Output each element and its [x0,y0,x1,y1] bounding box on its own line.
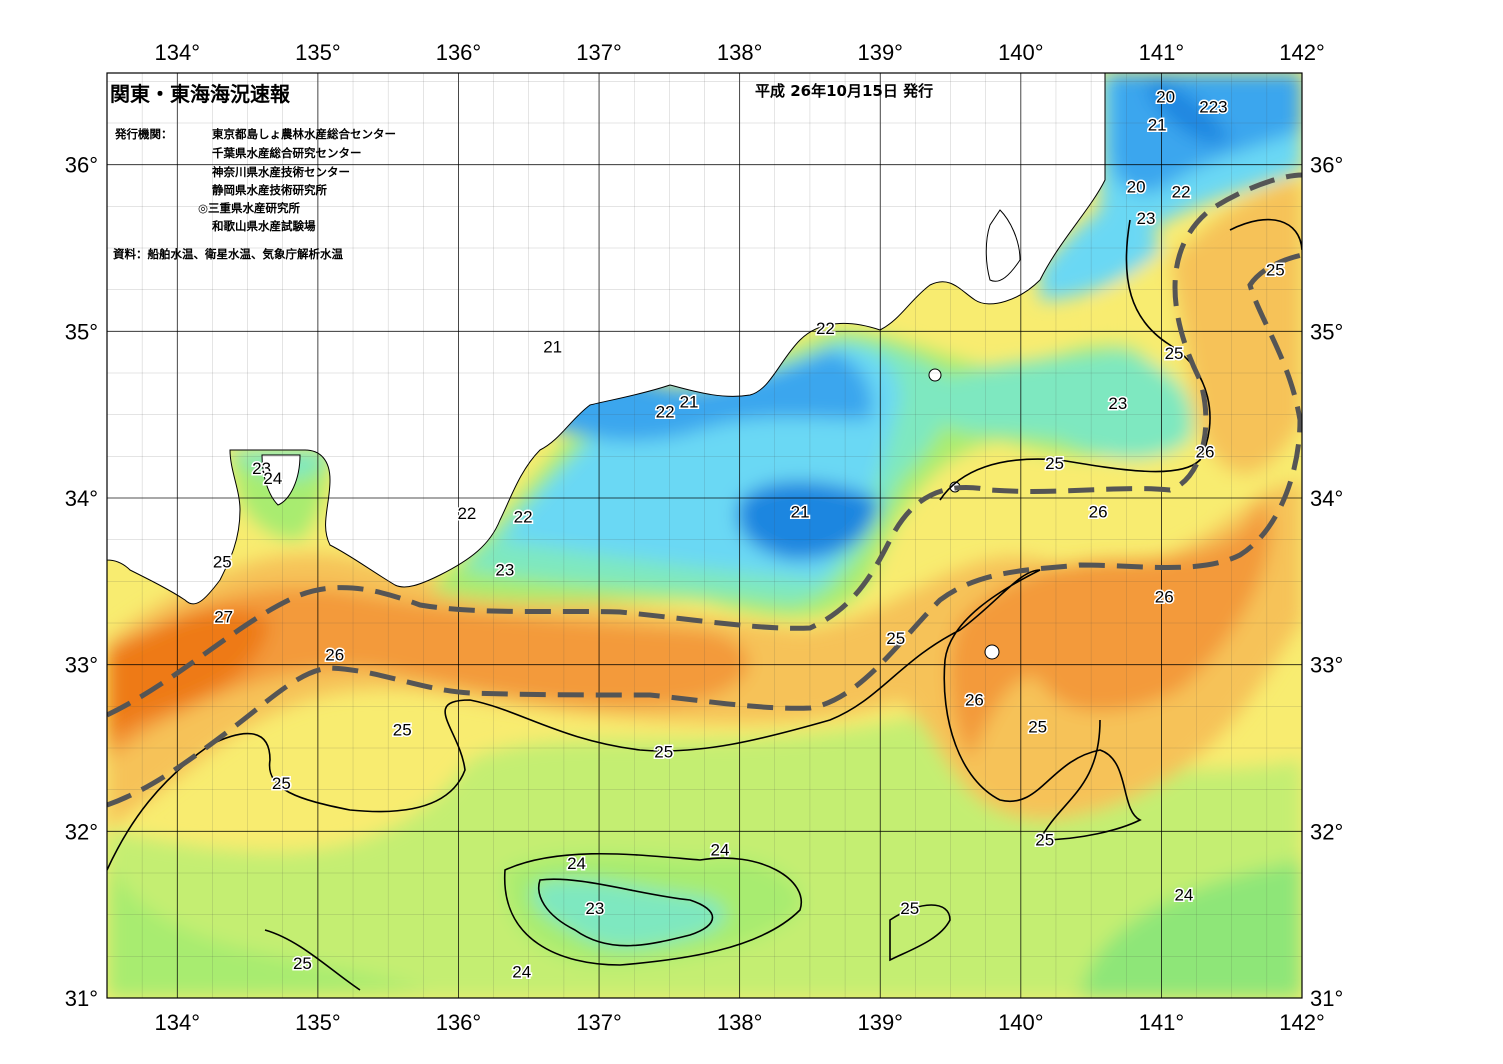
contour-label: 25 [1045,454,1064,473]
contour-label: 21 [680,392,699,411]
issue-date: 平成 26年10月15日 発行 [755,82,934,100]
longitude-tick-top: 141° [1139,40,1185,65]
longitude-tick-top: 142° [1279,40,1325,65]
contour-label: 25 [886,629,905,648]
contour-label: 24 [1174,886,1193,905]
contour-label: 23 [252,459,271,478]
kuroshio-axis-north [107,172,1302,718]
contour-label: 22 [457,504,476,523]
contour-label: 25 [654,742,673,761]
latitude-tick-right: 36° [1310,153,1343,178]
kuroshio-axis [107,172,1302,808]
contour-label: 27 [214,607,233,626]
awaji-island [261,454,301,506]
contour-label: 25 [272,774,291,793]
contour-label: 24 [711,841,730,860]
contour-label: 21 [543,337,562,356]
longitude-tick-bottom: 136° [436,1010,482,1035]
contour-label: 23 [1108,394,1127,413]
contour-label: 26 [1089,502,1108,521]
longitude-tick-top: 139° [857,40,903,65]
land [107,73,1106,660]
longitude-tick-top: 136° [436,40,482,65]
longitude-tick-top: 137° [576,40,622,65]
contour-label: 26 [1196,442,1215,461]
hachijo-island [984,644,1000,660]
contour-label: 25 [1035,831,1054,850]
latitude-tick-right: 35° [1310,319,1343,344]
longitude-tick-bottom: 139° [857,1010,903,1035]
latitude-tick-left: 32° [65,819,98,844]
map-title: 関東・東海海況速報 [110,82,290,106]
longitude-tick-bottom: 140° [998,1010,1044,1035]
isotherms [107,218,1302,991]
latitude-tick-right: 31° [1310,986,1343,1011]
boso-land [985,209,1021,282]
latitude-tick-right: 34° [1310,486,1343,511]
longitude-tick-top: 134° [155,40,201,65]
longitude-tick-bottom: 141° [1139,1010,1185,1035]
latitude-tick-right: 33° [1310,653,1343,678]
latitude-tick-left: 34° [65,486,98,511]
longitude-tick-top: 140° [998,40,1044,65]
data-source: 資料：船舶水温、衛星水温、気象庁解析水温 [113,247,343,261]
longitude-tick-bottom: 142° [1279,1010,1325,1035]
organization-item: 東京都島しょ農林水産総合センター [212,127,396,141]
contour-label: 26 [965,691,984,710]
contour-label: 21 [791,502,810,521]
contour-label: 26 [1155,587,1174,606]
contour-label: 22 [514,507,533,526]
contour-label: 25 [393,721,412,740]
axis-ticks: 134° 134° 135° 135° 136° 136° 137° 137° 138° 138°… [65,40,1344,1035]
contour-label: 23 [495,561,514,580]
contour-label: 24 [263,469,282,488]
longitude-tick-bottom: 135° [295,1010,341,1035]
organization-item: 神奈川県水産技術センター [212,165,350,179]
longitude-tick-top: 135° [295,40,341,65]
contour-label: 23 [585,899,604,918]
contour-label: 25 [1028,717,1047,736]
contour-label: 23 [1136,209,1155,228]
longitude-tick-bottom: 138° [717,1010,763,1035]
latitude-tick-left: 35° [65,319,98,344]
contour-label: 25 [213,552,232,571]
contour-label: 25 [900,899,919,918]
oshima-island [928,368,942,382]
organization-item: ◎三重県水産研究所 [198,201,301,215]
organization-item: 和歌山県水産試験場 [212,219,316,233]
latitude-tick-left: 31° [65,986,98,1011]
contour-label: 25 [293,954,312,973]
contour-label: 24 [567,854,586,873]
contour-label: 22 [656,402,675,421]
contour-label: 22 [816,319,835,338]
contour-label: 24 [512,962,531,981]
map-frame [106,72,1303,999]
longitude-tick-bottom: 137° [576,1010,622,1035]
organization-item: 千葉県水産総合研究センター [212,146,362,160]
organization-item: 静岡県水産技術研究所 [212,183,327,197]
latitude-tick-left: 33° [65,653,98,678]
latitude-tick-right: 32° [1310,819,1343,844]
contour-label: 20 [1127,177,1146,196]
contour-label: 26 [325,646,344,665]
contour-label: 22 [1172,182,1191,201]
contour-label: 21 [1148,116,1167,135]
longitude-tick-bottom: 134° [155,1010,201,1035]
longitude-tick-top: 138° [717,40,763,65]
contour-label: 20 [1156,87,1175,106]
contour-label: 25 [1266,261,1285,280]
organizations-label: 発行機関： [115,127,173,141]
contour-label: 25 [1165,344,1184,363]
kuroshio-axis-south [107,252,1302,808]
latitude-tick-left: 36° [65,153,98,178]
contour-label: 223 [1199,97,1227,116]
shikoku-kii-land [107,73,1106,605]
